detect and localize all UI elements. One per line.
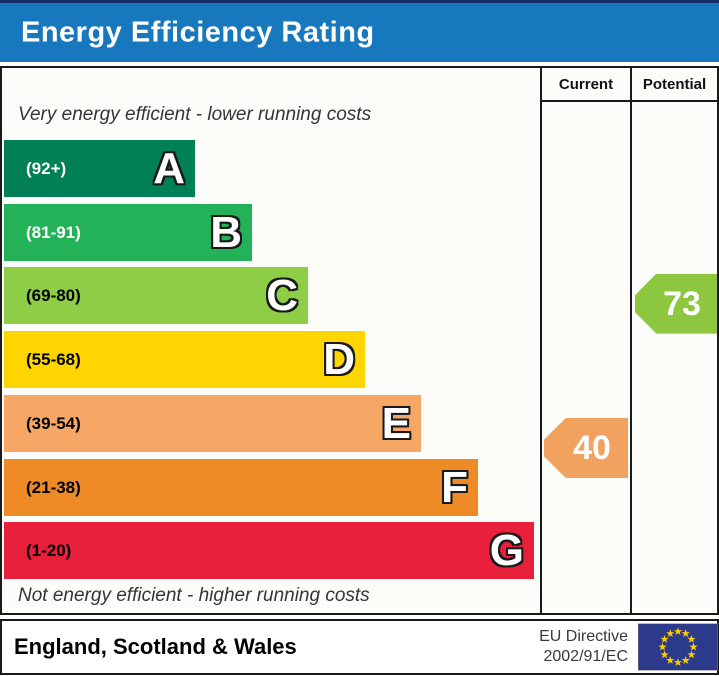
eu-star-icon (673, 658, 683, 667)
band-letter: A (153, 144, 185, 193)
eu-directive-line1: EU Directive (539, 628, 628, 645)
eu-star-icon (681, 656, 690, 664)
band-range-label: (39-54) (26, 413, 81, 433)
band-letter: E (381, 398, 411, 448)
bottom-caption: Not energy efficient - higher running co… (18, 585, 370, 606)
band-row: (81-91) B (4, 203, 252, 261)
current-column-header: Current (558, 76, 614, 93)
eu-directive-line2: 2002/91/EC (543, 648, 628, 665)
band-row: (92+) A (4, 140, 195, 197)
potential-rating-arrow: 73 (635, 273, 717, 334)
eu-star-icon (660, 634, 669, 643)
band-row: (21-38) F (4, 458, 478, 516)
potential-column-header: Potential (642, 76, 707, 93)
eu-flag-icon (637, 623, 719, 671)
current-rating-arrow: 40 (544, 418, 628, 478)
column-header-underline (540, 100, 717, 102)
band-range-label: (1-20) (26, 541, 72, 561)
eu-star-icon (658, 642, 667, 651)
eu-star-icon (673, 627, 683, 636)
top-caption: Very energy efficient - lower running co… (18, 104, 372, 125)
current-rating-value: 40 (573, 429, 611, 467)
band-range-label: (21-38) (26, 477, 81, 497)
title-bar: Energy Efficiency Rating (0, 0, 719, 62)
eu-star-icon (660, 650, 669, 659)
band-range-label: (69-80) (26, 286, 81, 306)
band-row: (39-54) E (4, 394, 421, 452)
band-letter: C (266, 271, 298, 321)
band-range-label: (92+) (26, 159, 67, 178)
band-row: (69-80) C (4, 267, 308, 325)
eu-star-icon (687, 650, 696, 659)
band-letter: B (210, 207, 242, 257)
current-column-divider (540, 68, 542, 613)
band-range-label: (55-68) (26, 350, 81, 370)
footer-bar: England, Scotland & Wales EU Directive 2… (0, 619, 719, 675)
eu-star-icon (666, 656, 675, 664)
band-letter: F (441, 462, 468, 512)
chart-table: Current Potential Very energy efficient … (0, 66, 719, 615)
band-range-label: (81-91) (26, 222, 81, 242)
band-letter: D (323, 335, 355, 385)
page-title: Energy Efficiency Rating (21, 16, 375, 48)
band-letter: G (489, 526, 524, 576)
eu-directive-label: EU Directive 2002/91/EC (490, 627, 628, 667)
eu-star-icon (666, 629, 675, 638)
eu-star-icon (689, 642, 698, 651)
eu-star-icon (687, 634, 696, 643)
band-row: (55-68) D (4, 331, 365, 389)
eu-star-icon (681, 629, 690, 638)
band-row: (1-20) G (4, 522, 534, 580)
region-label: England, Scotland & Wales (14, 634, 297, 659)
potential-rating-value: 73 (663, 284, 701, 323)
potential-column-divider (630, 68, 632, 613)
